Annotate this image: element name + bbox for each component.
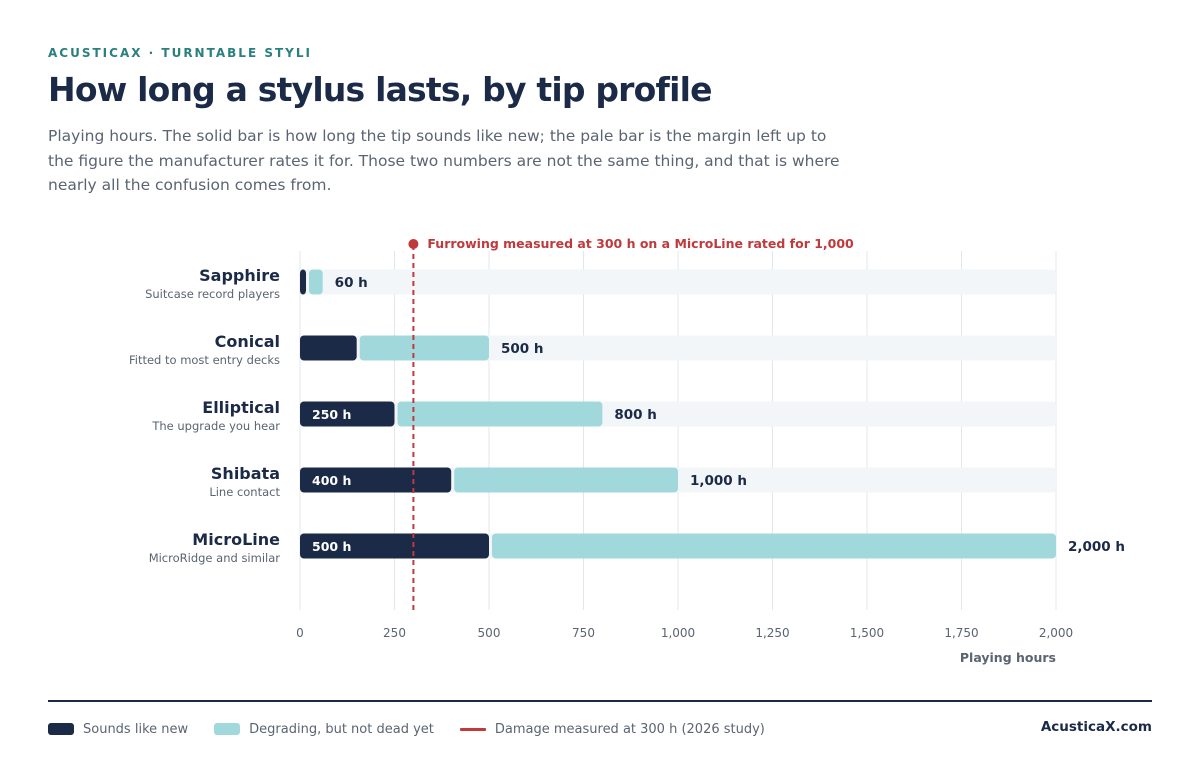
x-tick-label: 0: [296, 626, 304, 640]
x-tick-label: 1,250: [755, 626, 789, 640]
stylus-lifespan-chart: 60 h 500 h 800 h 250 h 1,000 h 400 h 2,000 h 50…: [129, 236, 1125, 665]
legend-item-new: Sounds like new: [48, 722, 188, 737]
bar-sounds-like-new: [300, 533, 489, 559]
category-subtitle: MicroRidge and similar: [149, 551, 281, 565]
x-tick-label: 1,500: [850, 626, 884, 640]
legend-label-degrading: Degrading, but not dead yet: [249, 721, 434, 737]
legend-swatch-new: [48, 723, 74, 735]
legend: Sounds like new Degrading, but not dead …: [48, 719, 791, 739]
grid-lines: [299, 251, 1057, 610]
page-subtitle: Playing hours. The solid bar is how long…: [48, 127, 840, 194]
eyebrow: ACUSTICAX · TURNTABLE STYLI: [48, 46, 312, 60]
bar-sounds-like-new: [300, 269, 306, 295]
category-name: Conical: [215, 332, 280, 351]
x-tick-label: 750: [572, 626, 595, 640]
total-value-label: 800 h: [614, 407, 657, 423]
new-value-label: 400 h: [312, 473, 351, 488]
legend-label-new: Sounds like new: [83, 721, 189, 737]
reference-line-group: Furrowing measured at 300 h on a MicroLi…: [408, 236, 854, 610]
total-value-label: 1,000 h: [690, 473, 747, 489]
bar-degrading: [309, 269, 323, 295]
total-value-label: 500 h: [501, 341, 544, 357]
legend-item-degrading: Degrading, but not dead yet: [214, 722, 434, 737]
bar-degrading: [359, 335, 489, 361]
bar-degrading: [492, 533, 1056, 559]
x-tick-label: 250: [383, 626, 406, 640]
total-value-label: 2,000 h: [1068, 539, 1125, 555]
legend-swatch-degrading: [214, 723, 241, 735]
x-tick-label: 2,000: [1039, 626, 1073, 640]
x-tick-label: 1,000: [661, 626, 695, 640]
new-value-label: 500 h: [312, 539, 351, 554]
bar-degrading: [397, 401, 603, 427]
category-labels: Sapphire Suitcase record players Conical Fi…: [129, 266, 281, 565]
page-title: How long a stylus lasts, by tip profile: [48, 70, 712, 109]
bar-sounds-like-new: [300, 335, 357, 361]
category-subtitle: Fitted to most entry decks: [129, 353, 280, 367]
bars: 60 h 500 h 800 h 250 h 1,000 h 400 h 2,000 h 50…: [300, 269, 1125, 559]
legend-label-damage-line: Damage measured at 300 h (2026 study): [494, 721, 765, 737]
x-axis-title: Playing hours: [960, 650, 1056, 665]
bar-sounds-like-new: [300, 401, 395, 427]
new-value-label: 250 h: [312, 407, 351, 422]
x-tick-label: 1,750: [944, 626, 978, 640]
bar-track: [300, 269, 1056, 295]
category-name: Shibata: [211, 464, 280, 483]
legend-swatch-damage-line: [459, 727, 486, 731]
total-value-label: 60 h: [335, 275, 368, 291]
footer-divider: [48, 700, 1152, 702]
reference-annotation: Furrowing measured at 300 h on a MicroLi…: [427, 236, 854, 251]
legend-item-damage-line: Damage measured at 300 h (2026 study): [459, 721, 765, 737]
category-subtitle: Line contact: [209, 485, 280, 499]
x-axis-ticks: 0 250 500 750 1,000 1,250 1,500 1,750 2,000: [296, 626, 1073, 640]
category-name: Sapphire: [199, 266, 280, 285]
category-name: MicroLine: [192, 530, 280, 549]
category-name: Elliptical: [202, 398, 280, 417]
brand-link[interactable]: AcusticaX.com: [1040, 719, 1152, 735]
bar-degrading: [454, 467, 678, 493]
reference-marker: [408, 239, 419, 249]
x-tick-label: 500: [478, 626, 501, 640]
category-subtitle: The upgrade you hear: [151, 419, 280, 433]
category-subtitle: Suitcase record players: [145, 287, 280, 301]
